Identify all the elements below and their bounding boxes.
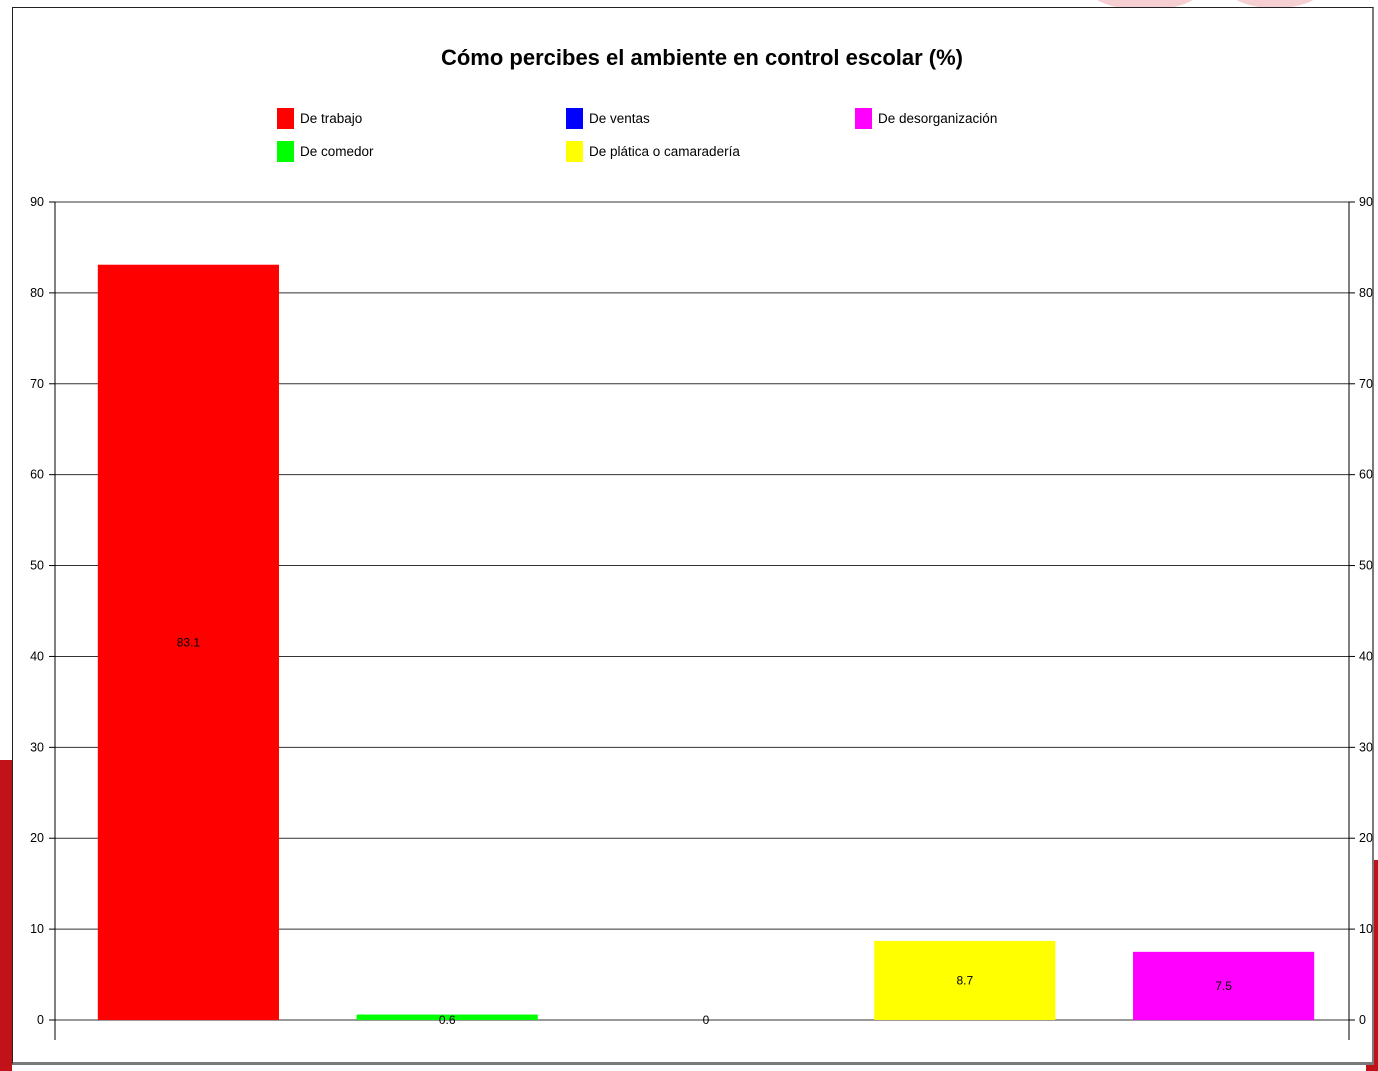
data-label: 0.6 (439, 1013, 456, 1027)
y-tick-label-right: 70 (1359, 377, 1373, 391)
y-tick-label-left: 50 (30, 559, 44, 573)
chart-title: Cómo percibes el ambiente en control esc… (441, 45, 963, 70)
data-labels: 83.1 0.6 0 8.7 7.5 (177, 635, 1233, 1027)
y-tick-label-left: 30 (30, 740, 44, 754)
legend-swatch (277, 141, 294, 162)
y-tick-label-left: 20 (30, 831, 44, 845)
legend-label: De ventas (589, 111, 650, 126)
y-tick-label-right: 20 (1359, 831, 1373, 845)
slide-decoration (0, 760, 12, 1071)
data-label: 7.5 (1215, 979, 1232, 993)
axes: 0 0 10 10 20 20 30 30 40 40 50 50 60 60 70 70 80 80 90 90 (30, 195, 1373, 1040)
y-tick-label-right: 0 (1359, 1013, 1366, 1027)
y-tick-label-left: 70 (30, 377, 44, 391)
legend: De trabajo De ventas De desorganización De … (277, 108, 997, 162)
y-tick-label-right: 40 (1359, 649, 1373, 663)
bar-0 (97, 264, 279, 1020)
y-tick-label-right: 90 (1359, 195, 1373, 209)
legend-swatch (566, 141, 583, 162)
y-tick-label-right: 60 (1359, 468, 1373, 482)
legend-swatch (566, 108, 583, 129)
legend-label: De desorganización (878, 111, 997, 126)
slide-decoration (1230, 0, 1320, 8)
y-tick-label-right: 10 (1359, 922, 1373, 936)
y-tick-label-right: 30 (1359, 740, 1373, 754)
y-tick-label-left: 40 (30, 649, 44, 663)
y-tick-label-left: 10 (30, 922, 44, 936)
y-tick-label-right: 80 (1359, 286, 1373, 300)
slide-decoration (1090, 0, 1200, 10)
bars (97, 264, 1315, 1020)
legend-swatch (855, 108, 872, 129)
data-label: 8.7 (956, 973, 973, 987)
y-tick-label-right: 50 (1359, 559, 1373, 573)
y-tick-label-left: 0 (37, 1013, 44, 1027)
bar-4 (1133, 951, 1315, 1020)
y-tick-label-left: 80 (30, 286, 44, 300)
legend-label: De trabajo (300, 111, 362, 126)
bar-3 (874, 940, 1056, 1020)
legend-label: De plática o camaradería (589, 144, 740, 159)
data-label: 83.1 (177, 635, 201, 649)
y-tick-label-left: 90 (30, 195, 44, 209)
legend-label: De comedor (300, 144, 374, 159)
slide-background (0, 0, 720, 8)
bar-1 (356, 1014, 538, 1020)
data-label: 0 (703, 1013, 710, 1027)
y-tick-label-left: 60 (30, 468, 44, 482)
legend-swatch (277, 108, 294, 129)
